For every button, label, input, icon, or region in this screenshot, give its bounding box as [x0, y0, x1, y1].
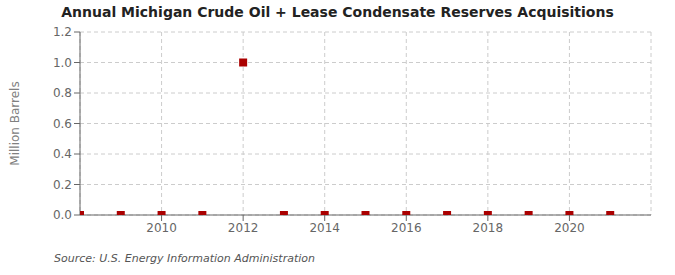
svg-text:Million Barrels: Million Barrels [8, 81, 22, 165]
svg-text:0.2: 0.2 [53, 178, 72, 192]
svg-text:2012: 2012 [228, 221, 259, 235]
svg-text:0.6: 0.6 [53, 117, 72, 131]
svg-text:2010: 2010 [146, 221, 177, 235]
svg-text:0.0: 0.0 [53, 208, 72, 222]
svg-text:2018: 2018 [473, 221, 504, 235]
svg-text:1.2: 1.2 [53, 25, 72, 39]
html-text:Source: U.S. Energy Informatio: Source: U.S. Energy Information Administ… [54, 252, 315, 265]
svg-text:2020: 2020 [554, 221, 585, 235]
svg-text:2014: 2014 [309, 221, 340, 235]
svg-text:1.0: 1.0 [53, 56, 72, 70]
svg-text:0.8: 0.8 [53, 86, 72, 100]
html-text:Annual Michigan Crude Oil + Le: Annual Michigan Crude Oil + Lease Conden… [61, 4, 614, 20]
svg-text:0.4: 0.4 [53, 147, 72, 161]
svg-text:2016: 2016 [391, 221, 422, 235]
